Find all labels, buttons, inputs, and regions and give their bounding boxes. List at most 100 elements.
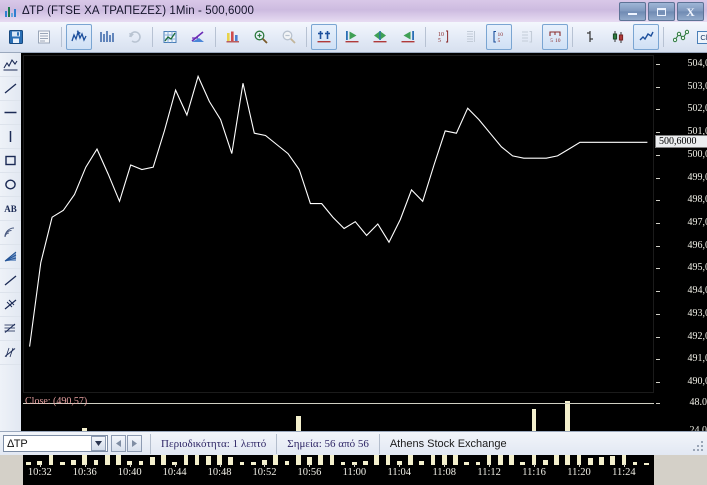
price-axis-tick bbox=[656, 132, 660, 133]
time-axis-tick bbox=[624, 464, 625, 467]
time-axis-label: 10:40 bbox=[118, 467, 142, 478]
time-axis-label: 11:24 bbox=[612, 467, 636, 478]
close-field-label: Close bbox=[697, 31, 707, 44]
tick-button[interactable] bbox=[577, 24, 603, 50]
rectangle-tool[interactable] bbox=[0, 149, 21, 173]
prev-button[interactable] bbox=[111, 435, 126, 452]
fibonacci-timezone-tool[interactable] bbox=[0, 341, 21, 365]
scroll-right-button[interactable] bbox=[339, 24, 365, 50]
chevron-down-icon[interactable] bbox=[91, 436, 106, 451]
window-controls: X bbox=[619, 2, 704, 21]
price-axis-tick bbox=[656, 359, 660, 360]
time-axis-label: 11:00 bbox=[343, 467, 367, 478]
resize-grip[interactable] bbox=[693, 441, 705, 453]
time-axis-tick bbox=[399, 464, 400, 467]
current-price-marker: 500,6000 bbox=[655, 135, 707, 148]
toolbar-separator bbox=[61, 27, 62, 47]
price-axis-label: 492,0000 bbox=[688, 332, 707, 342]
toolbar-separator bbox=[663, 27, 664, 47]
zoom-in-button[interactable] bbox=[248, 24, 274, 50]
properties-button[interactable] bbox=[31, 24, 57, 50]
svg-text:10: 10 bbox=[555, 38, 561, 44]
time-axis-label: 11:04 bbox=[388, 467, 412, 478]
price-axis-tick bbox=[656, 246, 660, 247]
price-axis-label: 500,0000 bbox=[688, 150, 707, 160]
chart-cursor-tool[interactable] bbox=[0, 53, 21, 77]
price-axis-tick bbox=[656, 291, 660, 292]
trendline-button[interactable] bbox=[185, 24, 211, 50]
points-button[interactable] bbox=[668, 24, 694, 50]
price-axis-label: 495,0000 bbox=[688, 263, 707, 273]
price-axis[interactable]: 504,0000503,0000502,0000501,0000500,0000… bbox=[655, 53, 707, 411]
maximize-button[interactable] bbox=[648, 2, 675, 21]
refresh-button[interactable] bbox=[122, 24, 148, 50]
price-axis-tick bbox=[656, 223, 660, 224]
price-plot-area[interactable] bbox=[23, 55, 654, 393]
price-axis-tick bbox=[656, 64, 660, 65]
andrews-pitchfork-tool[interactable] bbox=[0, 293, 21, 317]
minimize-button[interactable] bbox=[619, 2, 646, 21]
horizontal-line-tool[interactable] bbox=[0, 101, 21, 125]
price-axis-tick bbox=[656, 314, 660, 315]
crosshair-button[interactable] bbox=[311, 24, 337, 50]
periodicity-status: Περιοδικότητα: 1 λεπτό bbox=[151, 433, 276, 455]
time-axis-tick bbox=[220, 464, 221, 467]
indicators-button[interactable] bbox=[220, 24, 246, 50]
chart-canvas[interactable]: Close: (490,57) 504,0000503,0000502,0000… bbox=[21, 53, 707, 431]
fibonacci-fan-tool[interactable] bbox=[0, 245, 21, 269]
save-button[interactable] bbox=[3, 24, 29, 50]
window-title: ΔΤΡ (FTSE ΧΑ ΤΡΑΠΕΖΕΣ) 1Min - 500,6000 bbox=[22, 5, 254, 17]
grid-button[interactable] bbox=[157, 24, 183, 50]
toolbar-separator bbox=[306, 27, 307, 47]
line-chart-button[interactable] bbox=[66, 24, 92, 50]
trendline-tool[interactable] bbox=[0, 77, 21, 101]
scroll-left-button[interactable] bbox=[395, 24, 421, 50]
svg-text:5: 5 bbox=[438, 38, 441, 44]
close-button[interactable]: X bbox=[677, 2, 704, 21]
fibonacci-retracement-tool[interactable] bbox=[0, 317, 21, 341]
time-axis-tick bbox=[489, 464, 490, 467]
text-tool-label: AB bbox=[4, 204, 17, 214]
toolbar-separator bbox=[425, 27, 426, 47]
symbol-selector[interactable]: ΔΤΡ bbox=[3, 435, 108, 452]
bar-chart-button[interactable] bbox=[94, 24, 120, 50]
symbol-value: ΔΤΡ bbox=[7, 438, 28, 450]
time-axis-label: 10:56 bbox=[297, 467, 321, 478]
center-button[interactable] bbox=[367, 24, 393, 50]
time-axis-tick bbox=[534, 464, 535, 467]
ellipse-tool[interactable] bbox=[0, 173, 21, 197]
time-axis-tick bbox=[85, 464, 86, 467]
toolbar-separator bbox=[152, 27, 153, 47]
price-axis-tick bbox=[656, 268, 660, 269]
linear-scale-button[interactable] bbox=[458, 24, 484, 50]
time-axis-label: 11:16 bbox=[522, 467, 546, 478]
time-axis-tick bbox=[40, 464, 41, 467]
volume-gridline bbox=[23, 403, 654, 404]
close-icon: X bbox=[686, 6, 695, 18]
line-style-button[interactable] bbox=[633, 24, 659, 50]
zoom-out-button[interactable] bbox=[276, 24, 302, 50]
volume-axis-tick bbox=[656, 459, 660, 460]
right-axis-button[interactable] bbox=[514, 24, 540, 50]
close-field-button[interactable]: Close bbox=[696, 24, 707, 50]
price-axis-tick bbox=[656, 382, 660, 383]
price-axis-label: 503,0000 bbox=[688, 82, 707, 92]
main-toolbar: 105 105 510 Close bbox=[0, 22, 707, 53]
vertical-line-tool[interactable] bbox=[0, 125, 21, 149]
volume-bar bbox=[588, 458, 593, 465]
app-bar-chart-icon bbox=[4, 5, 17, 18]
next-button[interactable] bbox=[127, 435, 142, 452]
time-axis-label: 11:08 bbox=[432, 467, 456, 478]
svg-text:5: 5 bbox=[498, 38, 501, 44]
status-bar: ΔΤΡ Περιοδικότητα: 1 λεπτό Σημεία: 56 απ… bbox=[0, 431, 707, 455]
text-tool[interactable]: AB bbox=[0, 197, 21, 221]
fibonacci-arcs-tool[interactable] bbox=[0, 221, 21, 245]
chart-legend-label: Close: (490,57) bbox=[25, 396, 87, 407]
candlestick-button[interactable] bbox=[605, 24, 631, 50]
speed-line-tool[interactable] bbox=[0, 269, 21, 293]
volume-bar bbox=[184, 455, 189, 465]
